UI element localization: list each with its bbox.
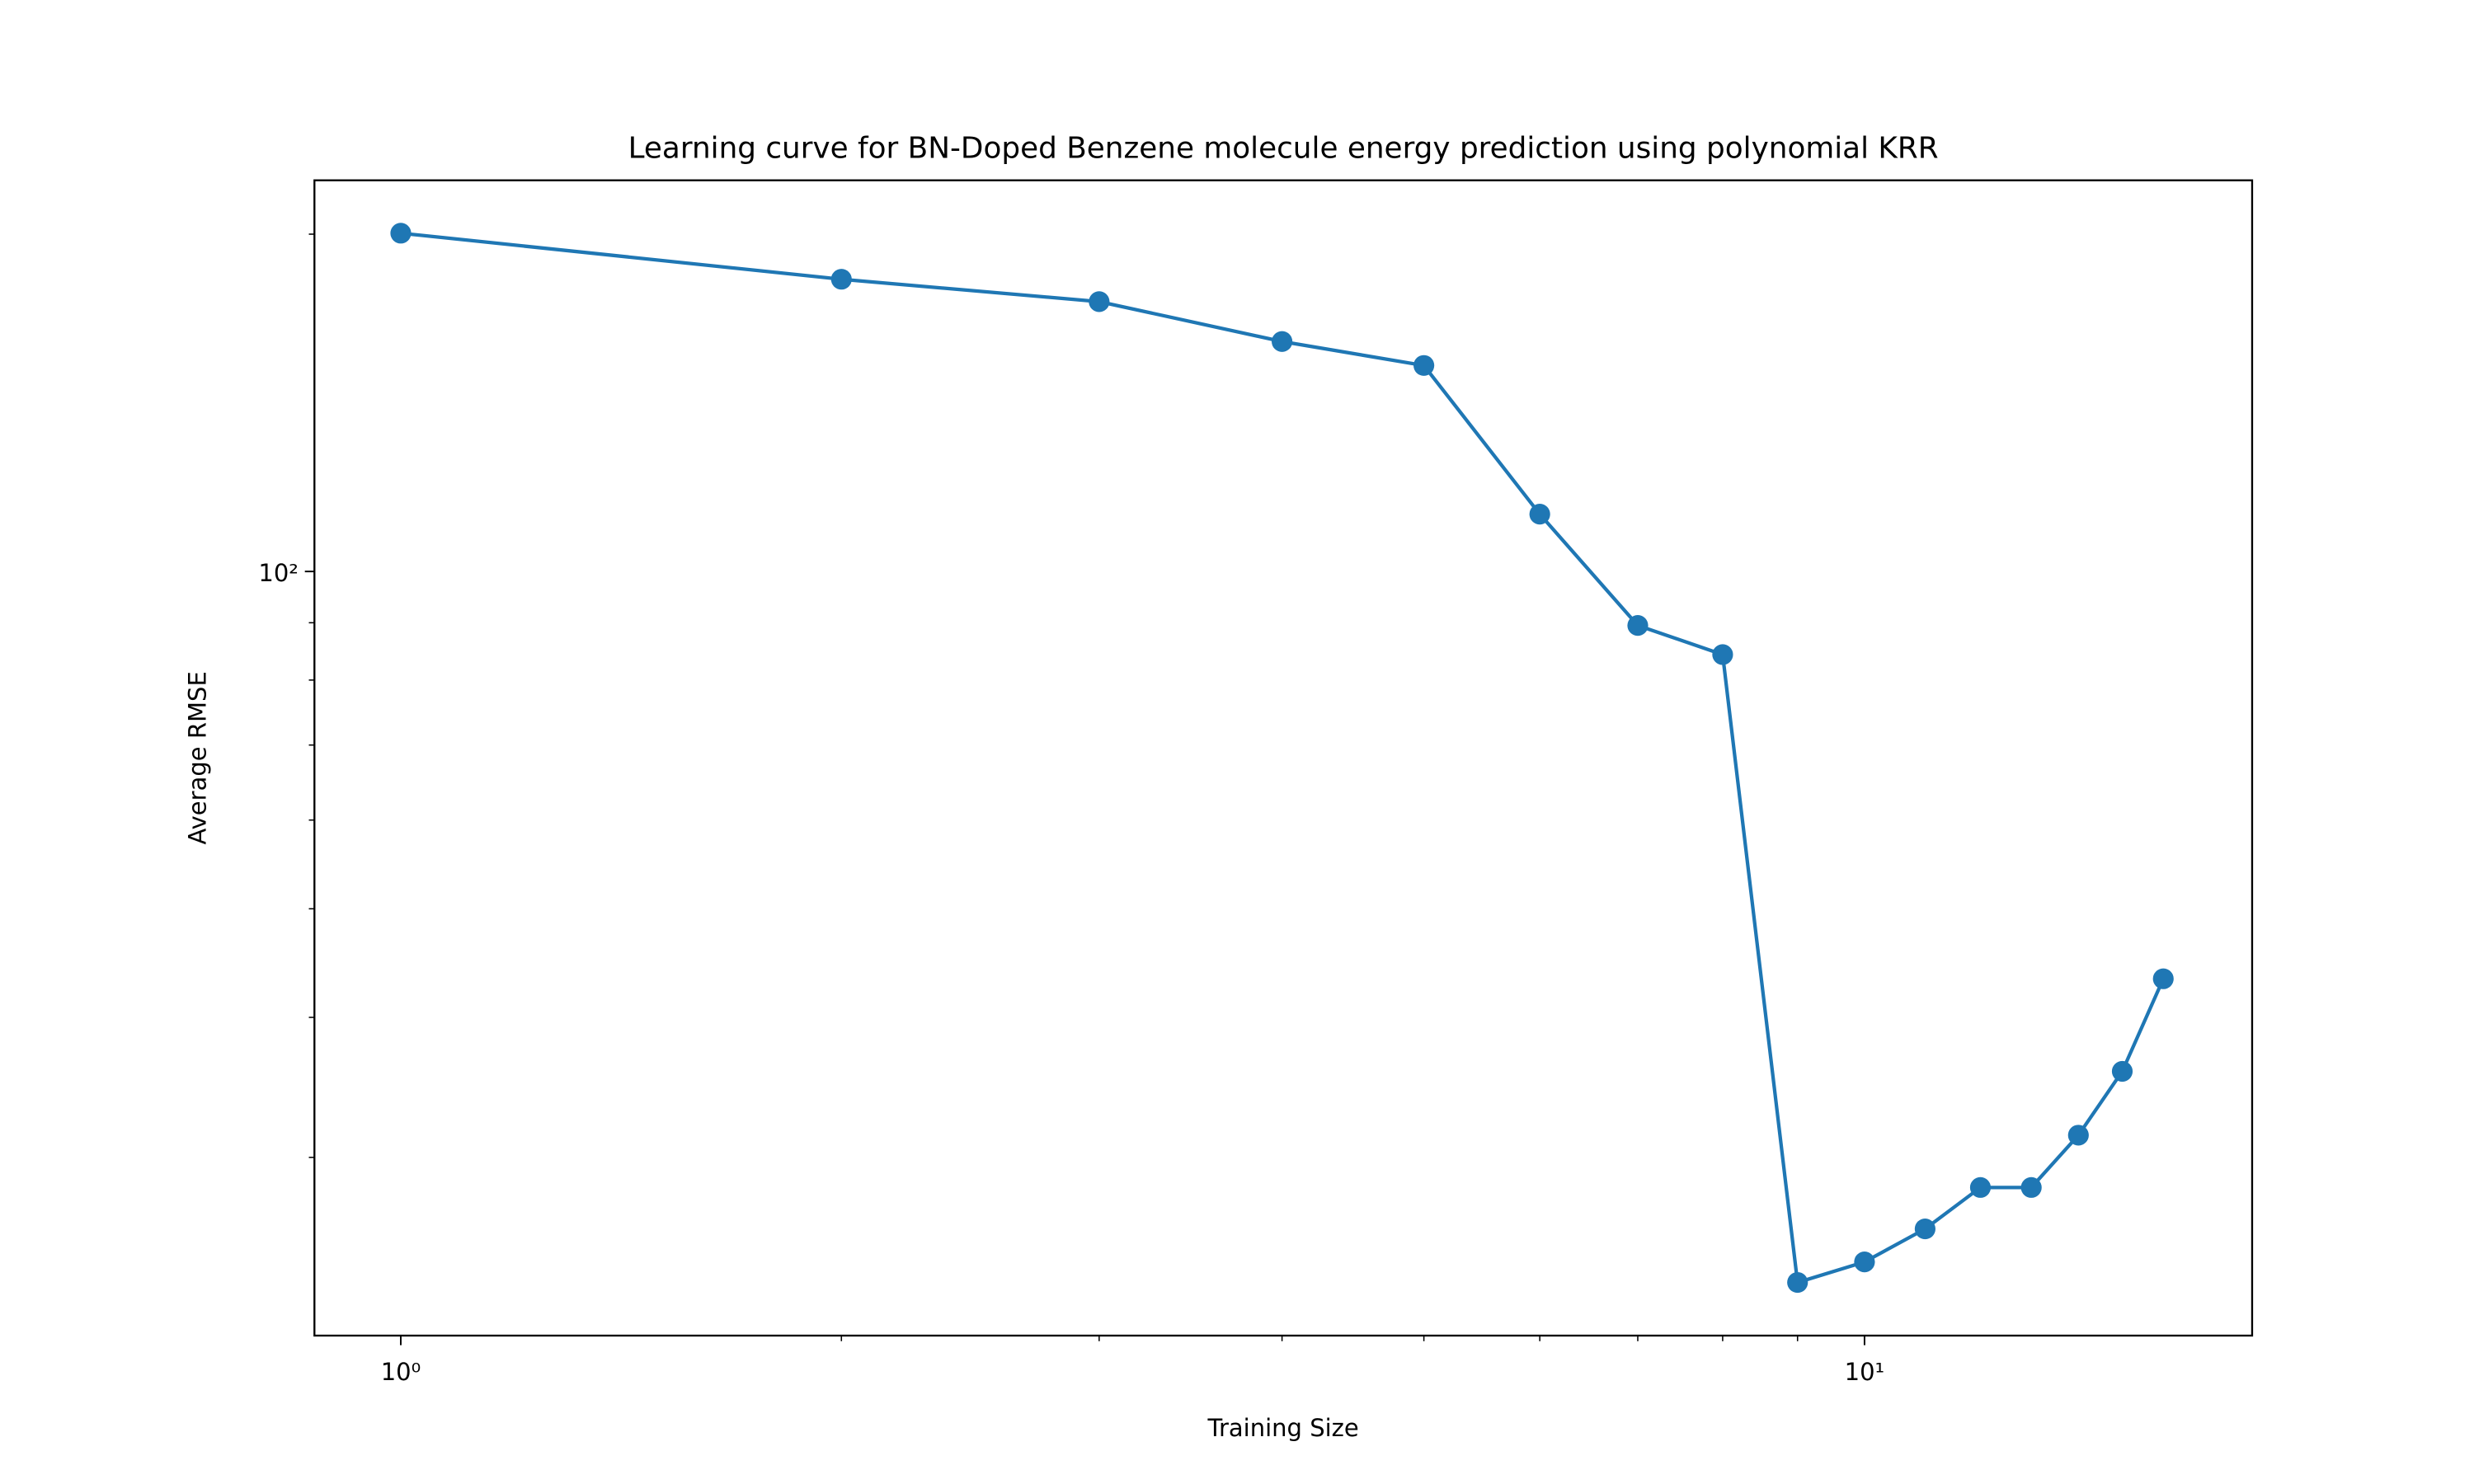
data-point [1413,355,1435,376]
data-point [1787,1271,1808,1294]
data-line [400,231,2166,1285]
data-point [830,269,852,290]
chart-title: Learning curve for BN-Doped Benzene mole… [628,132,1939,166]
data-point [1089,291,1110,312]
data-point [1854,1252,1875,1273]
data-point [1914,1218,1935,1240]
data-point [2067,1125,2089,1146]
x-axis-label: Training Size [1206,1414,1358,1442]
plot-frame [313,179,2254,1337]
data-point [1627,615,1649,636]
data-point [1272,331,1293,352]
data-point [1712,644,1733,665]
y-axis-label: Average RMSE [184,671,212,844]
x-tick-label: 10⁰ [381,1358,421,1386]
data-point [1969,1176,1992,1198]
data-point [390,223,412,244]
data-point [2111,1060,2133,1082]
x-tick-label: 10¹ [1845,1358,1885,1386]
data-point [2020,1176,2042,1198]
data-point [2152,968,2174,989]
data-point [1529,504,1550,525]
y-tick-label: 10² [258,559,299,587]
